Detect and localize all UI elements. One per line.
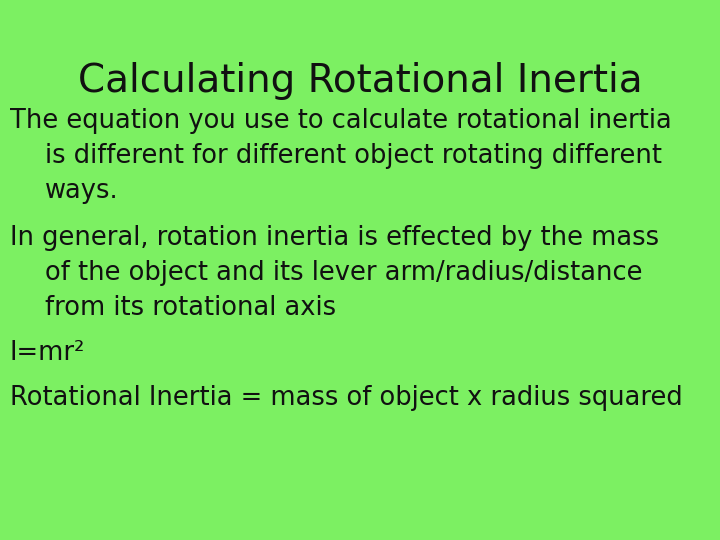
Text: of the object and its lever arm/radius/distance: of the object and its lever arm/radius/d… <box>45 260 642 286</box>
Text: In general, rotation inertia is effected by the mass: In general, rotation inertia is effected… <box>10 225 659 251</box>
Text: ways.: ways. <box>45 178 119 204</box>
Text: Calculating Rotational Inertia: Calculating Rotational Inertia <box>78 62 642 100</box>
Text: The equation you use to calculate rotational inertia: The equation you use to calculate rotati… <box>10 108 672 134</box>
Text: from its rotational axis: from its rotational axis <box>45 295 336 321</box>
Text: I=mr²: I=mr² <box>10 340 86 366</box>
Text: is different for different object rotating different: is different for different object rotati… <box>45 143 662 169</box>
Text: Rotational Inertia = mass of object x radius squared: Rotational Inertia = mass of object x ra… <box>10 385 683 411</box>
